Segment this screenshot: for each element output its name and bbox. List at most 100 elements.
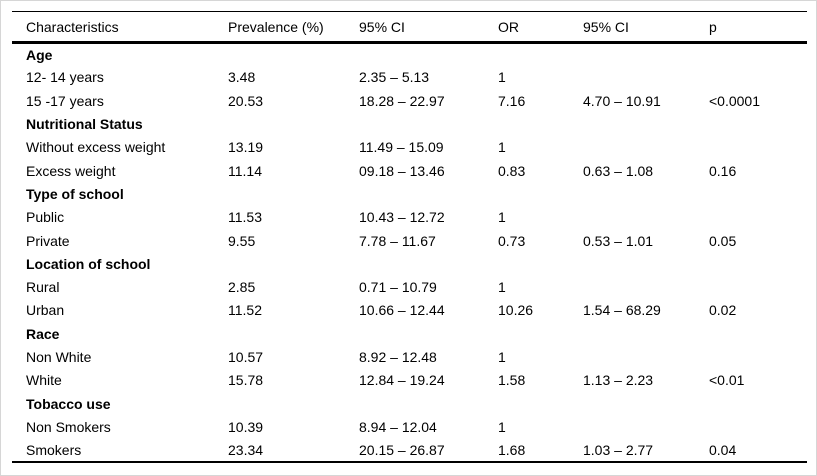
table-cell: 12- 14 years (26, 69, 104, 86)
column-header-p: p (709, 11, 807, 44)
table-cell (583, 206, 709, 229)
table-cell: 20.15 – 26.87 (359, 441, 445, 458)
section-row: Type of school (12, 182, 807, 205)
column-header-prevalence: Prevalence (%) (228, 11, 359, 44)
table-cell (709, 252, 807, 275)
table-cell (228, 43, 359, 66)
table-cell (583, 66, 709, 89)
table-cell: 11.53 (228, 209, 262, 226)
table-cell (583, 322, 709, 345)
table-cell: 10.57 (228, 349, 264, 365)
table-cell (583, 136, 709, 159)
table-cell (228, 252, 359, 275)
table-cell: 1 (498, 349, 506, 365)
table-cell: 11.14 (228, 162, 262, 179)
table-cell: 20.53 (228, 92, 264, 109)
table-cell (709, 136, 807, 159)
table-cell: Smokers (26, 441, 82, 458)
table-cell: 10.39 (228, 418, 264, 435)
table-cell: 11.52 (228, 302, 262, 319)
table-row: Non White 10.57 8.92 – 12.48 1 (12, 345, 807, 368)
table-cell (709, 112, 807, 135)
section-row: Race (12, 322, 807, 345)
table-row: Smokers 23.34 20.15 – 26.87 1.68 1.03 – 2.77… (12, 439, 807, 462)
table-cell: Private (26, 232, 70, 249)
table-cell: 12.84 – 19.24 (359, 372, 445, 389)
table-cell: Urban (26, 302, 65, 319)
table-row: Without excess weight 13.19 11.49 – 15.09 1 (12, 136, 807, 159)
section-label: Type of school (26, 185, 124, 202)
table-cell: 15 -17 years (26, 92, 104, 109)
column-header-ci-or: 95% CI (583, 11, 709, 44)
table-row: Non Smokers 10.39 8.94 – 12.04 1 (12, 415, 807, 438)
table-row: Rural 2.85 0.71 – 10.79 1 (12, 275, 807, 298)
table-cell: Public (26, 209, 65, 226)
table-cell (228, 322, 359, 345)
table-cell: 23.34 (228, 441, 264, 458)
table-cell: 11.49 – 15.09 (359, 139, 444, 156)
table-cell (583, 275, 709, 298)
table-cell: 7.16 (498, 92, 526, 109)
table-cell: 0.83 (498, 162, 526, 179)
table-cell: 7.78 – 11.67 (359, 232, 436, 249)
table-cell (498, 43, 583, 66)
table-cell: 10.66 – 12.44 (359, 302, 445, 319)
table-cell (709, 345, 807, 368)
table-cell (498, 112, 583, 135)
table-cell: 18.28 – 22.97 (359, 92, 445, 109)
table-cell (709, 275, 807, 298)
table-cell (359, 322, 498, 345)
table-cell: 2.85 (228, 279, 256, 296)
table-cell: 8.92 – 12.48 (359, 349, 437, 365)
table-cell (709, 322, 807, 345)
table-cell: Non White (26, 349, 92, 365)
table-cell: 2.35 – 5.13 (359, 69, 430, 86)
table-cell: <0.01 (709, 372, 745, 389)
column-header-or: OR (498, 11, 583, 44)
section-label: Age (26, 46, 53, 63)
table-cell: 1.68 (498, 441, 526, 458)
table-cell: 10.43 – 12.72 (359, 209, 445, 226)
table-cell (583, 392, 709, 415)
table-cell (583, 252, 709, 275)
section-label: Tobacco use (26, 395, 111, 412)
table-cell (359, 112, 498, 135)
table-row: 15 -17 years 20.53 18.28 – 22.97 7.16 4.70 –… (12, 89, 807, 112)
section-label: Nutritional Status (26, 116, 143, 133)
table-row: 12- 14 years 3.48 2.35 – 5.13 1 (12, 66, 807, 89)
table-cell: Rural (26, 279, 60, 296)
table-cell: 10.26 (498, 302, 534, 319)
table-cell: 0.71 – 10.79 (359, 279, 437, 296)
table-cell (583, 182, 709, 205)
section-row: Location of school (12, 252, 807, 275)
section-row: Tobacco use (12, 392, 807, 415)
section-row: Age (12, 43, 807, 66)
column-header-characteristics: Characteristics (12, 11, 228, 44)
results-table-container: Characteristics Prevalence (%) 95% CI OR… (12, 11, 807, 463)
section-label: Location of school (26, 255, 151, 272)
table-cell: 0.63 – 1.08 (583, 162, 654, 179)
table-cell: 1 (498, 139, 506, 156)
table-cell: Without excess weight (26, 139, 166, 156)
table-body: Age 12- 14 years 3.48 2.35 – 5.13 1 15 -17 ye… (12, 43, 807, 462)
table-cell: 1 (498, 69, 506, 86)
table-cell: 0.05 (709, 232, 737, 249)
table-cell: Non Smokers (26, 418, 111, 435)
table-cell: 0.02 (709, 302, 737, 319)
table-cell (709, 392, 807, 415)
section-row: Nutritional Status (12, 112, 807, 135)
table-cell: 4.70 – 10.91 (583, 92, 661, 109)
table-cell (498, 252, 583, 275)
table-cell (359, 43, 498, 66)
table-cell: 0.73 (498, 232, 526, 249)
table-cell (583, 112, 709, 135)
table-cell: 1 (498, 209, 506, 226)
table-cell (359, 392, 498, 415)
table-cell (709, 182, 807, 205)
table-cell (498, 182, 583, 205)
table-cell: 15.78 (228, 372, 264, 389)
table-cell: 1 (498, 279, 506, 296)
table-cell (498, 322, 583, 345)
table-cell: 1.54 – 68.29 (583, 302, 661, 319)
